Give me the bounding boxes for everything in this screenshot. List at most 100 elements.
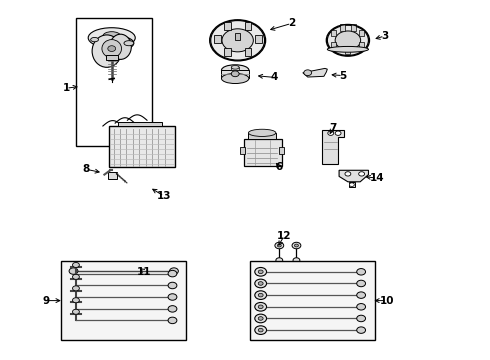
Bar (345, 48, 350, 54)
Ellipse shape (110, 34, 131, 59)
Circle shape (359, 172, 365, 176)
Ellipse shape (327, 25, 368, 55)
Bar (331, 30, 336, 36)
Bar (244, 139, 282, 166)
Bar (224, 48, 231, 56)
Circle shape (69, 268, 78, 274)
Text: 5: 5 (340, 71, 346, 81)
Circle shape (255, 279, 267, 288)
Bar (360, 41, 365, 48)
Ellipse shape (211, 21, 265, 60)
Bar (279, 147, 284, 154)
Circle shape (328, 131, 334, 135)
Circle shape (357, 315, 366, 322)
Polygon shape (303, 68, 327, 77)
Bar (118, 122, 162, 126)
Circle shape (357, 280, 366, 287)
Bar (248, 133, 276, 139)
Ellipse shape (91, 37, 98, 42)
Ellipse shape (108, 46, 116, 51)
Circle shape (168, 270, 177, 277)
Bar (61, 261, 186, 340)
Circle shape (349, 183, 354, 186)
Circle shape (73, 309, 79, 314)
Circle shape (277, 244, 281, 247)
Ellipse shape (327, 46, 368, 52)
Bar (76, 18, 152, 146)
Bar (360, 30, 365, 36)
Ellipse shape (103, 32, 121, 40)
Ellipse shape (221, 73, 249, 84)
Circle shape (168, 282, 177, 289)
Circle shape (357, 292, 366, 298)
Circle shape (73, 298, 79, 303)
Ellipse shape (102, 40, 122, 58)
Circle shape (255, 291, 267, 300)
Bar (331, 41, 336, 48)
Text: 1: 1 (63, 83, 70, 93)
Bar (106, 55, 118, 60)
Bar (245, 22, 251, 30)
Ellipse shape (88, 28, 135, 48)
Bar (245, 48, 251, 56)
Circle shape (294, 244, 298, 247)
Text: 8: 8 (82, 164, 89, 174)
Ellipse shape (248, 129, 276, 136)
Text: 4: 4 (270, 72, 278, 82)
Circle shape (304, 70, 312, 76)
Circle shape (231, 71, 239, 77)
Bar (224, 22, 231, 30)
Circle shape (258, 270, 263, 274)
Circle shape (73, 262, 79, 267)
Circle shape (255, 314, 267, 323)
Text: 6: 6 (276, 162, 283, 172)
Text: 12: 12 (277, 231, 292, 241)
Bar (340, 24, 345, 31)
Text: 14: 14 (370, 173, 385, 183)
Bar (235, 33, 240, 40)
Circle shape (73, 286, 79, 291)
Text: 7: 7 (329, 123, 337, 133)
Circle shape (335, 131, 341, 135)
Ellipse shape (221, 65, 249, 76)
Circle shape (275, 242, 284, 249)
Circle shape (357, 269, 366, 275)
Bar (109, 126, 175, 167)
Ellipse shape (99, 36, 134, 50)
Ellipse shape (335, 31, 361, 50)
Polygon shape (339, 170, 368, 182)
Circle shape (168, 317, 177, 324)
Text: 2: 2 (288, 18, 295, 28)
Ellipse shape (124, 41, 134, 46)
Bar (240, 147, 245, 154)
Circle shape (258, 317, 263, 320)
Circle shape (357, 303, 366, 310)
Text: 3: 3 (381, 31, 388, 41)
Circle shape (258, 305, 263, 309)
Circle shape (258, 328, 263, 332)
Circle shape (357, 327, 366, 333)
Circle shape (255, 267, 267, 276)
Circle shape (293, 258, 300, 263)
Circle shape (258, 282, 263, 285)
Text: 13: 13 (157, 191, 172, 201)
Bar (221, 70, 249, 78)
Circle shape (170, 268, 178, 274)
Circle shape (292, 242, 301, 249)
Bar (214, 35, 220, 43)
Bar (250, 261, 375, 340)
Ellipse shape (92, 35, 122, 67)
Bar (255, 35, 262, 43)
Circle shape (276, 258, 283, 263)
Polygon shape (349, 182, 355, 187)
Circle shape (345, 172, 351, 176)
Bar (108, 172, 117, 179)
Text: 10: 10 (380, 296, 394, 306)
Circle shape (73, 274, 79, 279)
Bar (231, 67, 239, 70)
Circle shape (168, 306, 177, 312)
Bar (351, 24, 356, 31)
Ellipse shape (231, 66, 239, 69)
Ellipse shape (222, 29, 253, 52)
Circle shape (168, 294, 177, 300)
